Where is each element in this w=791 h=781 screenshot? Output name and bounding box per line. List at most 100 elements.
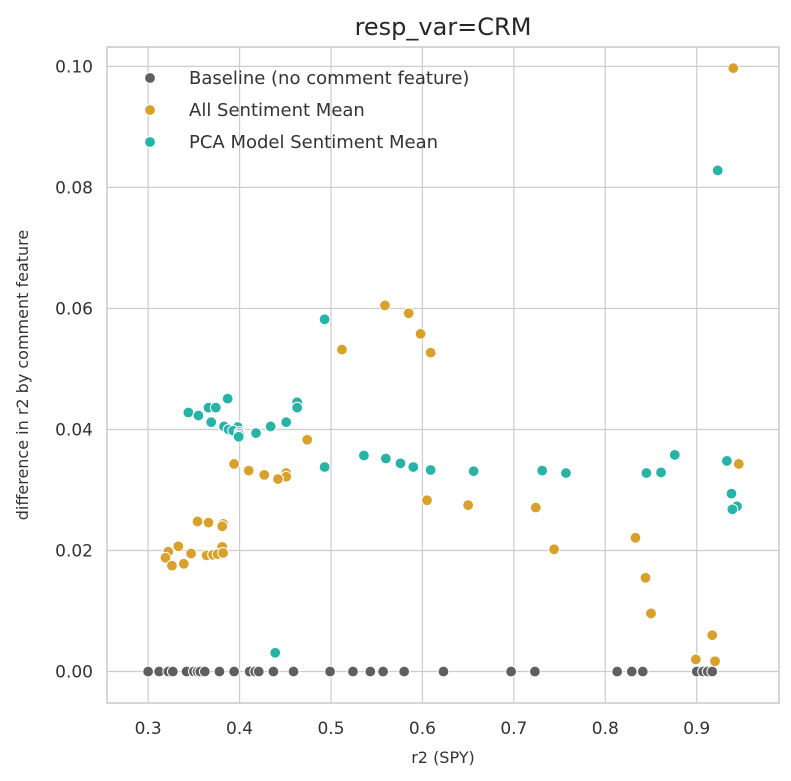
data-point <box>636 665 649 678</box>
data-point <box>209 401 222 414</box>
legend-label: PCA Model Sentiment Mean <box>189 132 438 153</box>
x-tick-label: 0.5 <box>317 719 344 739</box>
data-point <box>424 346 437 359</box>
data-point <box>407 461 420 473</box>
data-point <box>536 464 549 477</box>
data-point <box>706 665 719 678</box>
data-point <box>640 467 653 479</box>
data-point <box>258 468 271 481</box>
data-point <box>291 401 304 414</box>
data-point <box>336 343 348 356</box>
series-3 <box>182 164 743 659</box>
data-point <box>228 458 240 470</box>
data-point <box>228 665 240 678</box>
data-point <box>467 465 480 478</box>
data-point <box>711 164 724 177</box>
data-point <box>221 392 234 405</box>
data-point <box>625 665 638 678</box>
data-point <box>185 547 198 560</box>
legend-marker <box>144 104 156 116</box>
data-point <box>706 629 719 642</box>
x-tick-labels: 0.3 0.4 0.5 0.6 0.7 0.8 0.9 <box>135 719 711 739</box>
data-point <box>318 461 331 473</box>
chart-title: resp_var=CRM <box>355 13 532 41</box>
data-point <box>727 62 740 75</box>
x-tick-label: 0.7 <box>500 719 527 739</box>
data-point <box>205 416 218 429</box>
data-point <box>364 665 377 678</box>
data-point <box>213 665 226 678</box>
legend-label: All Sentiment Mean <box>189 100 365 121</box>
data-point <box>424 464 437 476</box>
data-point <box>232 430 245 443</box>
data-point <box>462 499 475 512</box>
data-point <box>402 307 415 320</box>
x-tick-label: 0.9 <box>683 719 710 739</box>
x-tick-label: 0.8 <box>592 719 619 739</box>
data-point <box>645 607 657 620</box>
data-point <box>192 409 205 422</box>
y-tick-label: 0.08 <box>55 178 93 198</box>
data-point <box>629 531 642 544</box>
y-axis-label: difference in r2 by comment feature <box>13 230 32 521</box>
data-point <box>394 457 407 470</box>
legend: Baseline (no comment feature) All Sentime… <box>144 68 469 153</box>
x-tick-label: 0.6 <box>409 719 436 739</box>
y-tick-labels: 0.00 0.02 0.04 0.06 0.08 0.10 <box>55 57 93 682</box>
data-point <box>732 458 745 470</box>
legend-label: Baseline (no comment feature) <box>189 68 469 89</box>
data-point <box>252 665 265 678</box>
x-tick-label: 0.4 <box>226 719 253 739</box>
data-point <box>639 571 652 584</box>
data-point <box>505 665 518 678</box>
y-tick-label: 0.06 <box>55 299 93 319</box>
data-point <box>725 487 738 500</box>
data-point <box>198 665 211 678</box>
data-point <box>301 433 314 446</box>
series-2 <box>159 62 745 668</box>
data-point <box>379 299 391 312</box>
data-point <box>726 503 739 516</box>
data-point <box>166 665 179 678</box>
data-point <box>529 501 542 514</box>
data-point <box>264 420 277 433</box>
legend-marker <box>144 72 156 84</box>
x-axis-label: r2 (SPY) <box>411 748 475 767</box>
data-point <box>421 494 433 507</box>
y-tick-label: 0.00 <box>55 663 93 683</box>
data-point <box>528 665 541 678</box>
series-1 <box>142 665 719 678</box>
data-point <box>709 655 721 668</box>
data-point <box>560 467 572 479</box>
data-point <box>166 559 178 572</box>
data-point <box>611 665 624 678</box>
data-point <box>242 464 255 477</box>
data-point <box>191 515 204 528</box>
data-point <box>142 665 155 678</box>
data-point <box>280 416 293 429</box>
data-point <box>172 540 185 553</box>
data-point <box>379 452 392 465</box>
y-tick-label: 0.04 <box>55 420 93 440</box>
data-point <box>287 665 300 678</box>
data-point <box>202 516 215 529</box>
data-point <box>668 448 681 461</box>
data-point <box>548 543 560 556</box>
grid <box>107 47 779 703</box>
data-point <box>272 473 284 485</box>
data-point <box>318 313 331 326</box>
data-point <box>217 547 230 559</box>
data-point <box>347 665 359 678</box>
data-point <box>267 665 280 678</box>
data-points <box>142 62 745 678</box>
plot-frame <box>106 46 780 704</box>
data-point <box>720 455 733 467</box>
legend-marker <box>144 136 156 148</box>
data-point <box>655 466 667 479</box>
data-point <box>216 520 229 533</box>
y-tick-label: 0.02 <box>55 541 93 561</box>
data-point <box>437 665 450 678</box>
data-point <box>414 327 427 340</box>
x-tick-label: 0.3 <box>135 719 162 739</box>
